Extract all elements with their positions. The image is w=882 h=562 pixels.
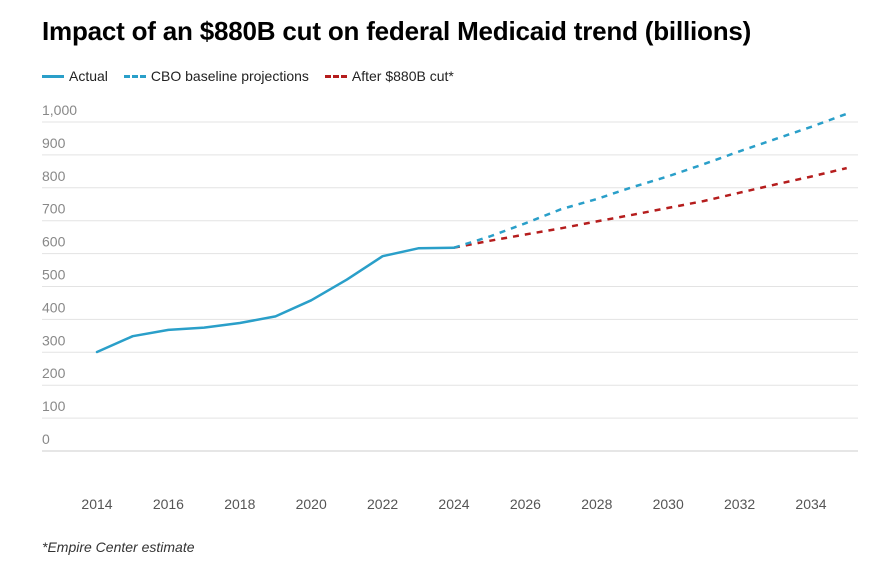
data-point-actual-2019	[274, 314, 278, 318]
y-tick-label-900: 900	[42, 135, 66, 151]
x-tick-label-2034: 2034	[795, 496, 826, 512]
data-point-after-cut-2031	[702, 199, 706, 203]
x-tick-label-2026: 2026	[510, 496, 541, 512]
legend-item-actual[interactable]: Actual	[42, 68, 108, 84]
data-point-actual-2023	[416, 246, 420, 250]
data-point-actual-2022	[381, 254, 385, 258]
x-tick-label-2016: 2016	[153, 496, 184, 512]
y-tick-label-300: 300	[42, 332, 66, 348]
x-tick-label-2018: 2018	[224, 496, 255, 512]
x-tick-label-2022: 2022	[367, 496, 398, 512]
legend-swatch-baseline	[123, 74, 146, 78]
data-point-after-cut-2028	[595, 219, 599, 223]
y-tick-label-200: 200	[42, 365, 66, 381]
data-point-cbo-baseline-2025	[488, 234, 492, 238]
data-point-actual-2024	[452, 246, 456, 250]
y-tick-label-400: 400	[42, 299, 66, 315]
x-tick-label-2020: 2020	[296, 496, 327, 512]
data-point-after-cut-2033	[773, 183, 777, 187]
chart-legend: Actual CBO baseline projections After $8…	[42, 68, 470, 84]
series-line-after-cut	[453, 166, 847, 249]
data-point-cbo-baseline-2027	[559, 207, 563, 211]
data-point-after-cut-2027	[559, 226, 563, 230]
x-tick-label-2014: 2014	[81, 496, 112, 512]
legend-swatch-actual	[42, 74, 64, 78]
legend-label-baseline: CBO baseline projections	[150, 68, 309, 84]
y-tick-label-800: 800	[42, 168, 66, 184]
data-point-after-cut-2026	[523, 233, 527, 237]
legend-swatch-cut	[324, 74, 347, 78]
data-point-cbo-baseline-2034	[809, 125, 813, 129]
line-chart: 0 100 200 300 400 500 600 700 800 900 1,000 2014 201…	[42, 102, 858, 512]
data-point-actual-2014	[95, 350, 99, 354]
legend-item-cut[interactable]: After $880B cut*	[324, 68, 454, 84]
data-point-actual-2020	[309, 298, 313, 302]
footnote: *Empire Center estimate	[42, 539, 195, 555]
data-point-cbo-baseline-2033	[773, 137, 777, 141]
data-point-actual-2017	[202, 326, 206, 330]
legend-item-baseline[interactable]: CBO baseline projections	[123, 68, 309, 84]
y-tick-label-600: 600	[42, 234, 66, 250]
series-line-actual	[95, 246, 456, 354]
data-point-actual-2021	[345, 278, 349, 282]
y-tick-label-0: 0	[42, 431, 50, 447]
data-point-after-cut-2034	[809, 175, 813, 179]
data-point-cbo-baseline-2030	[666, 174, 670, 178]
data-point-cbo-baseline-2029	[631, 185, 635, 189]
series-line-cbo-baseline	[453, 112, 848, 249]
y-tick-label-1000: 1,000	[42, 102, 77, 118]
x-tick-label-2032: 2032	[724, 496, 755, 512]
data-point-actual-2015	[131, 334, 135, 338]
data-point-cbo-baseline-2032	[738, 149, 742, 153]
x-tick-label-2028: 2028	[581, 496, 612, 512]
data-point-actual-2018	[238, 321, 242, 325]
data-point-after-cut-2035	[845, 166, 849, 170]
data-point-after-cut-2029	[631, 213, 635, 217]
legend-label-cut: After $880B cut*	[351, 68, 454, 84]
data-point-after-cut-2032	[738, 191, 742, 195]
data-point-after-cut-2025	[488, 239, 492, 243]
y-tick-label-700: 700	[42, 201, 66, 217]
data-point-cbo-baseline-2035	[845, 112, 849, 116]
y-tick-label-100: 100	[42, 398, 66, 414]
chart-title: Impact of an $880B cut on federal Medica…	[42, 16, 752, 46]
data-point-cbo-baseline-2026	[523, 221, 527, 225]
y-tick-label-500: 500	[42, 267, 66, 283]
legend-label-actual: Actual	[69, 68, 108, 84]
x-tick-label-2030: 2030	[653, 496, 684, 512]
data-point-cbo-baseline-2031	[702, 162, 706, 166]
data-point-after-cut-2030	[666, 206, 670, 210]
data-point-cbo-baseline-2028	[595, 197, 599, 201]
data-point-actual-2016	[166, 328, 170, 332]
x-tick-label-2024: 2024	[438, 496, 469, 512]
